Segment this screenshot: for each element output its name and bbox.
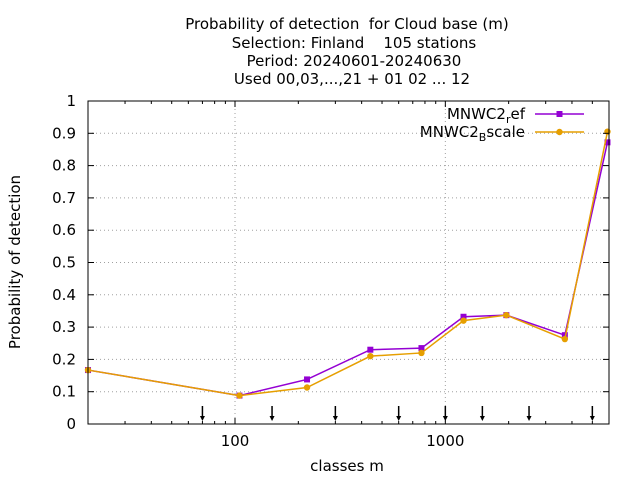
- series-bscale: [84, 128, 611, 399]
- data-point: [418, 349, 425, 357]
- x-axis-ticks: 100 1000: [124, 101, 593, 450]
- y-tick-label: 0.4: [52, 286, 76, 304]
- y-tick-label: 0.8: [52, 157, 76, 175]
- legend-entry: MNWC2Bscale: [420, 123, 584, 144]
- data-point: [561, 335, 569, 343]
- data-point: [418, 345, 425, 352]
- legend-marker: [556, 111, 563, 117]
- legend-entry: MNWC2ref: [447, 105, 584, 126]
- title-line-1: Probability of detection for Cloud base …: [185, 15, 509, 33]
- y-axis-ticks: 0 0.1 0.2 0.3 0.4 0.5 0.6 0.7 0.8 0.9 1: [52, 92, 609, 433]
- y-tick-label: 0.6: [52, 221, 76, 239]
- title-line-2: Selection: Finland 105 stations: [232, 34, 477, 52]
- legend-label: MNWC2Bscale: [420, 123, 525, 144]
- x-tick-label: 100: [221, 432, 250, 450]
- class-boundary-arrow-head: [332, 416, 338, 421]
- data-point: [304, 376, 311, 383]
- class-boundary-arrow-head: [269, 416, 275, 421]
- data-point: [460, 317, 467, 324]
- chart-title: Probability of detection for Cloud base …: [185, 15, 509, 88]
- y-tick-label: 0.5: [52, 254, 76, 272]
- legend-marker: [556, 128, 563, 136]
- data-point: [236, 392, 243, 399]
- data-point: [303, 384, 311, 391]
- grid-lines: [88, 101, 609, 424]
- y-tick-label: 1: [66, 92, 76, 110]
- data-point: [561, 332, 568, 339]
- y-tick-label: 0: [66, 415, 76, 433]
- data-point: [367, 346, 374, 353]
- x-tick-label: 1000: [426, 432, 464, 450]
- data-point: [604, 139, 611, 146]
- data-point: [460, 313, 467, 320]
- y-tick-label: 0.7: [52, 189, 76, 207]
- title-line-3: Period: 20240601-20240630: [247, 52, 462, 70]
- y-tick-label: 0.9: [52, 124, 76, 142]
- series-ref: [85, 139, 611, 399]
- title-line-4: Used 00,03,...,21 + 01 02 ... 12: [234, 70, 470, 88]
- legend-label: MNWC2ref: [447, 105, 526, 126]
- class-boundary-arrow-head: [589, 416, 595, 421]
- y-axis-label: Probability of detection: [6, 175, 24, 349]
- series-line: [87, 131, 609, 397]
- y-tick-label: 0.1: [52, 383, 76, 401]
- class-boundary-arrow-head: [396, 416, 402, 421]
- data-point: [367, 352, 374, 360]
- series-group: [84, 128, 611, 399]
- series-line: [87, 142, 609, 397]
- data-point: [503, 311, 510, 319]
- class-boundary-markers: [199, 406, 595, 421]
- class-boundary-arrow-head: [479, 416, 485, 421]
- class-boundary-arrow-head: [199, 416, 205, 421]
- x-axis-label: classes m: [310, 457, 384, 475]
- y-tick-label: 0.3: [52, 318, 76, 336]
- y-tick-label: 0.2: [52, 350, 76, 368]
- class-boundary-arrow-head: [526, 416, 532, 421]
- data-point: [604, 128, 611, 135]
